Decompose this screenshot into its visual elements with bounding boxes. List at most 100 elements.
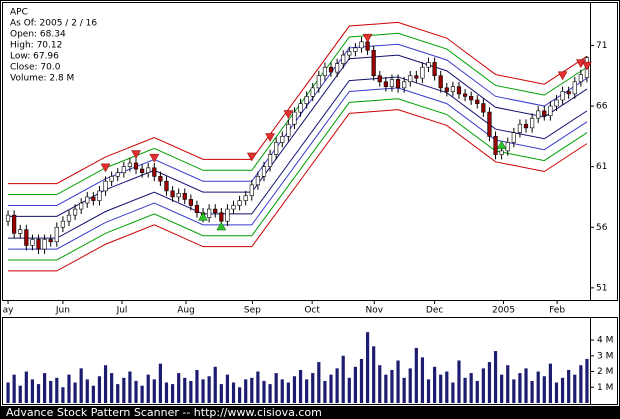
footer: Advance Stock Pattern Scanner -- http://… [6, 406, 322, 419]
candle-body [402, 81, 407, 89]
candle-body [395, 79, 401, 89]
volume-bar [475, 380, 479, 403]
candle-body [426, 62, 431, 68]
info-line: Close: 70.0 [10, 63, 61, 73]
volume-bar [542, 376, 546, 403]
volume-bar [311, 373, 315, 403]
candle-body [353, 47, 358, 52]
buy-signal [496, 140, 507, 150]
volume-bar [250, 377, 254, 403]
x-tick-label: ay [3, 306, 15, 316]
candle-body [328, 66, 334, 73]
candle-body [133, 162, 139, 170]
candle-body [115, 172, 120, 177]
candle-body [121, 166, 126, 174]
volume-bar [567, 369, 571, 403]
buy-signal [198, 211, 208, 221]
volume-bar [128, 371, 132, 403]
candle-body [316, 75, 321, 89]
volume-bar [268, 384, 272, 403]
candle-body [414, 75, 419, 79]
sell-signal [100, 163, 111, 173]
sell-signal [265, 133, 276, 143]
candle-body [243, 195, 248, 201]
y-tick-label: 71 [596, 41, 607, 51]
candle-body [182, 193, 187, 200]
candle-body [383, 81, 388, 87]
volume-bar [384, 374, 388, 403]
candle-body [79, 202, 84, 210]
volume-bar [30, 379, 35, 403]
band-line [8, 76, 588, 239]
y-tick-label: 56 [596, 223, 608, 233]
volume-bar [91, 385, 95, 403]
candle-body [261, 166, 267, 177]
candle-body [371, 49, 376, 77]
candle-body [72, 208, 78, 216]
volume-bar [170, 384, 175, 403]
x-tick-label: Nov [365, 306, 383, 316]
volume-bar [469, 373, 473, 403]
volume-bar [457, 360, 461, 403]
volume-bar [323, 380, 327, 403]
candle-body [389, 79, 395, 87]
candle-body [377, 75, 382, 83]
candle-body [237, 200, 242, 206]
candle-body [347, 51, 352, 56]
candle-body [292, 111, 297, 125]
candle-body [511, 132, 516, 143]
info-line: High: 70.12 [10, 41, 62, 51]
volume-bar [439, 374, 443, 403]
volume-bar [73, 382, 77, 403]
volume-bar [353, 366, 357, 403]
candle-body [335, 63, 340, 73]
sell-signal [283, 110, 294, 120]
candle-body [578, 74, 583, 83]
volume-bar [134, 380, 138, 403]
volume-bar [158, 363, 162, 403]
volume-bar [6, 382, 10, 403]
candle-body [127, 162, 133, 167]
candle-body [48, 239, 53, 243]
candle-body [408, 75, 413, 83]
candles [5, 36, 590, 254]
volume-bar [390, 369, 394, 403]
sell-signal [582, 61, 592, 71]
volume-bar [359, 358, 364, 403]
sell-signal [246, 152, 257, 162]
candle-body [30, 239, 35, 246]
candle-body [420, 66, 425, 79]
volume-bar [55, 377, 59, 403]
volume-bar [512, 379, 516, 403]
y-tick-label: 61 [596, 162, 607, 172]
volume-bar [518, 373, 522, 403]
candle-body [554, 99, 559, 107]
candle-body [5, 214, 11, 222]
candle-body [267, 154, 273, 167]
x-tick-label: Aug [177, 306, 195, 316]
candle-body [310, 87, 315, 97]
volume-bar [548, 363, 552, 403]
candle-body [194, 205, 200, 214]
volume-bar [530, 380, 534, 403]
volume-bar [244, 379, 248, 403]
volume-bar [18, 385, 22, 403]
volume-bar [262, 380, 266, 403]
x-tick-label: Feb [549, 306, 565, 316]
candle-body [36, 239, 41, 250]
candle-body [548, 105, 553, 117]
volume-bar [24, 371, 28, 403]
volume-bar [164, 382, 169, 403]
volume-bar [347, 377, 351, 403]
candle-body [462, 93, 468, 97]
info-line: APC [10, 8, 28, 18]
volume-bar [256, 371, 260, 403]
volume-bar [97, 376, 102, 403]
candle-body [517, 123, 523, 134]
volume-bar [408, 368, 412, 403]
candle-body [91, 196, 96, 201]
volume-bar [36, 384, 41, 403]
candle-body [444, 87, 449, 92]
band-line [8, 109, 588, 272]
candle-body [481, 103, 486, 113]
